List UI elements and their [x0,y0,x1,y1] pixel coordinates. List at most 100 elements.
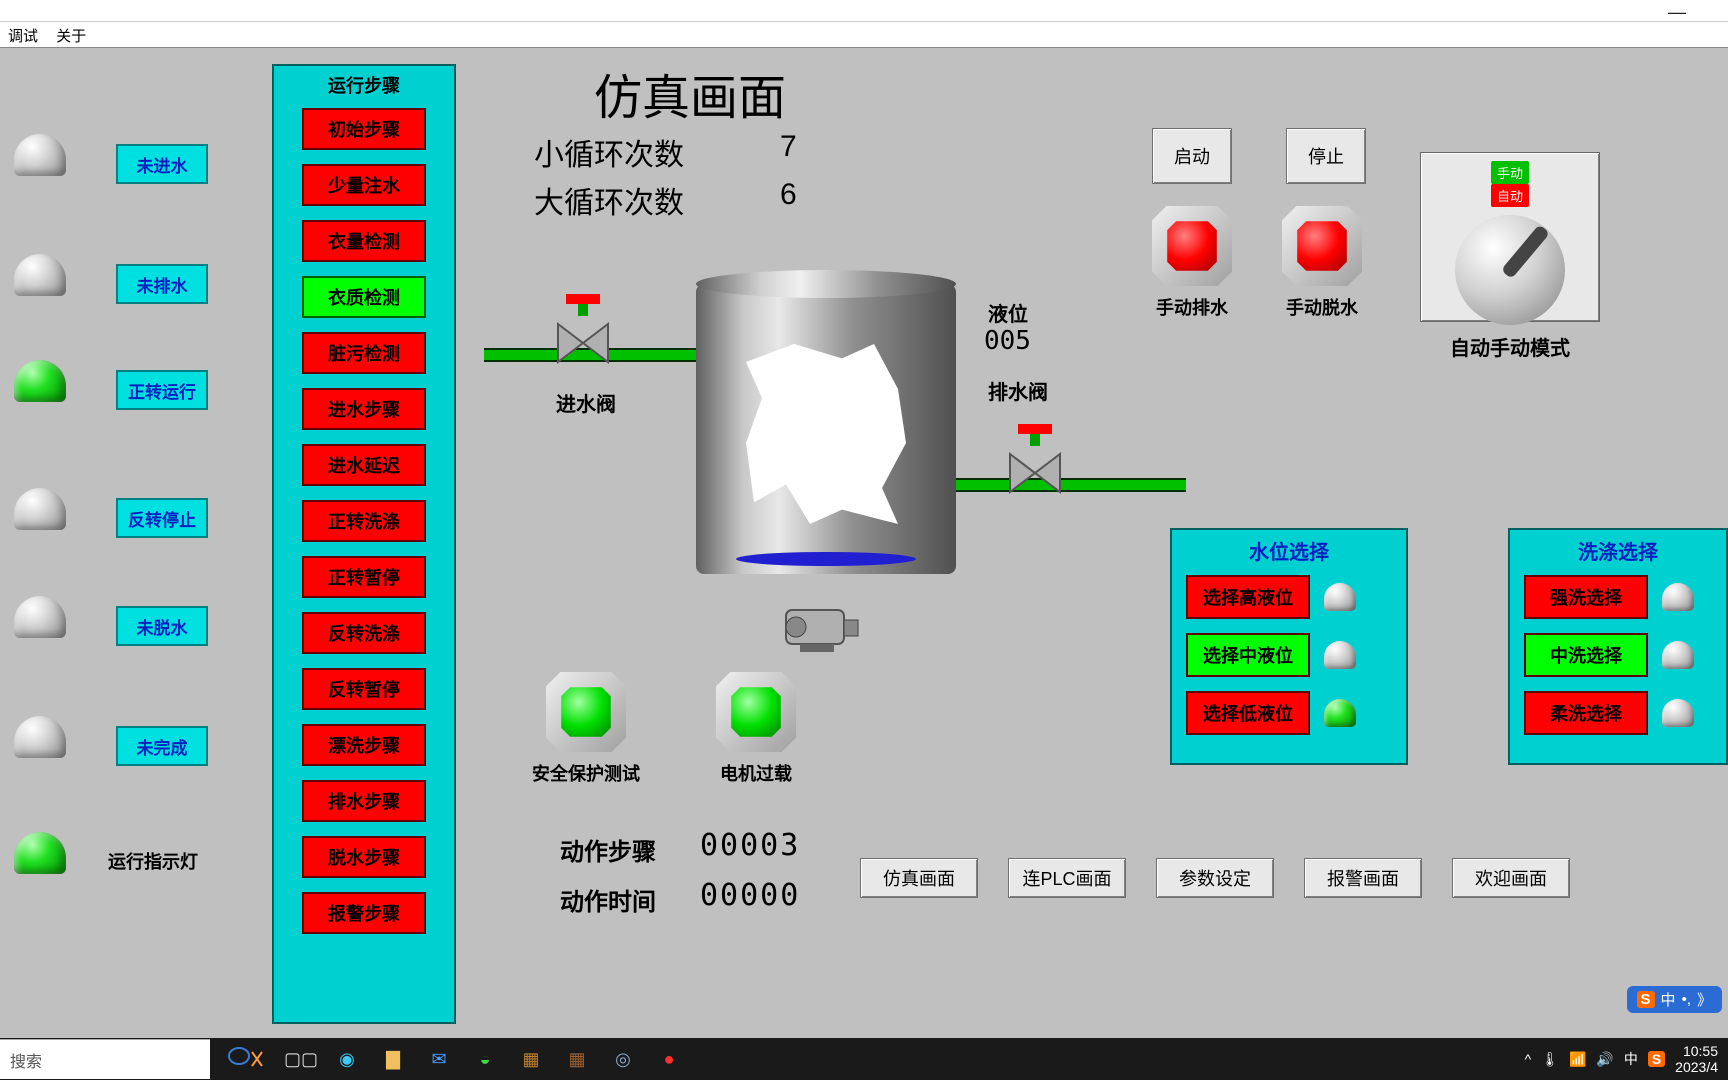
big-loop-value: 6 [780,178,797,212]
small-loop-label: 小循环次数 [534,130,684,174]
manual-spin-label: 手动脱水 [1262,294,1382,320]
titlebar: — [0,0,1728,22]
ime-indicator[interactable]: S中•,》 [1627,986,1722,1013]
nav-button-3[interactable]: 报警画面 [1304,858,1422,898]
level-select-lamp-1 [1324,641,1356,669]
taskview-icon[interactable]: ▢▢ [284,1042,318,1076]
cortana-icon[interactable] [222,1042,272,1076]
step-button-11[interactable]: 漂洗步骤 [302,724,426,766]
mail-icon[interactable]: ✉ [422,1042,456,1076]
level-select-lamp-0 [1324,583,1356,611]
tray-volume-icon[interactable]: 🔊 [1596,1051,1613,1068]
step-button-1[interactable]: 少量注水 [302,164,426,206]
step-button-2[interactable]: 衣量检测 [302,220,426,262]
taskbar-search[interactable]: 搜索 [0,1039,210,1079]
record-icon[interactable]: ● [652,1042,686,1076]
small-loop-value: 7 [780,130,797,164]
wechat-icon[interactable]: ◒ [468,1042,502,1076]
status-button-4[interactable]: 未脱水 [116,606,208,646]
wash-select-lamp-0 [1662,583,1694,611]
status-lamp-5 [14,716,74,764]
wash-select-lamp-1 [1662,641,1694,669]
step-button-13[interactable]: 脱水步骤 [302,836,426,878]
safety-test-button[interactable] [546,672,626,752]
stop-button[interactable]: 停止 [1286,128,1366,184]
outlet-valve-label: 排水阀 [988,376,1048,405]
motor-icon [776,596,866,656]
tray-temp-icon[interactable]: 🌡 [1541,1051,1559,1068]
wash-select-button-2[interactable]: 柔洗选择 [1524,691,1648,735]
wash-select-button-0[interactable]: 强洗选择 [1524,575,1648,619]
step-button-10[interactable]: 反转暂停 [302,668,426,710]
level-select-button-0[interactable]: 选择高液位 [1186,575,1310,619]
action-time-label: 动作时间 [560,882,656,917]
nav-button-0[interactable]: 仿真画面 [860,858,978,898]
step-button-12[interactable]: 排水步骤 [302,780,426,822]
steps-panel: 运行步骤 初始步骤少量注水衣量检测衣质检测脏污检测进水步骤进水延迟正转洗涤正转暂… [272,64,456,1024]
status-button-1[interactable]: 未排水 [116,264,208,304]
step-button-8[interactable]: 正转暂停 [302,556,426,598]
nav-button-2[interactable]: 参数设定 [1156,858,1274,898]
manual-drain-button[interactable] [1152,206,1232,286]
step-button-7[interactable]: 正转洗涤 [302,500,426,542]
tray-ime-icon[interactable]: 中 [1624,1049,1638,1069]
mode-panel-label: 自动手动模式 [1420,332,1600,361]
big-loop-label: 大循环次数 [534,178,684,222]
step-button-14[interactable]: 报警步骤 [302,892,426,934]
step-button-5[interactable]: 进水步骤 [302,388,426,430]
manual-spin-button[interactable] [1282,206,1362,286]
explorer-icon[interactable]: ▇ [376,1042,410,1076]
mode-knob-icon[interactable] [1455,215,1565,325]
step-button-0[interactable]: 初始步骤 [302,108,426,150]
taskbar-tray[interactable]: ^ 🌡 📶 🔊 中 S 10:55 2023/4 [1525,1043,1728,1075]
menu-about[interactable]: 关于 [56,28,86,45]
inlet-valve-icon[interactable] [548,294,618,374]
menubar: 调试 关于 [0,22,1728,48]
status-lamp-2 [14,360,74,408]
nav-button-4[interactable]: 欢迎画面 [1452,858,1570,898]
wash-select-title: 洗涤选择 [1524,536,1712,565]
tray-wifi-icon[interactable]: 📶 [1569,1051,1586,1068]
app3-icon[interactable]: ◎ [606,1042,640,1076]
edge-icon[interactable]: ◉ [330,1042,364,1076]
tray-time: 10:55 [1675,1043,1718,1059]
level-select-button-2[interactable]: 选择低液位 [1186,691,1310,735]
wash-select-panel: 洗涤选择 强洗选择中洗选择柔洗选择 [1508,528,1728,765]
action-step-value: 00003 [700,828,800,863]
motor-overload-label: 电机过载 [696,760,816,786]
status-button-0[interactable]: 未进水 [116,144,208,184]
hmi-canvas: 未进水未排水正转运行反转停止未脱水未完成 运行指示灯 运行步骤 初始步骤少量注水… [0,48,1728,1038]
motor-overload-button[interactable] [716,672,796,752]
status-lamp-0 [14,134,74,182]
inlet-valve-label: 进水阀 [556,388,616,417]
step-button-6[interactable]: 进水延迟 [302,444,426,486]
app1-icon[interactable]: ▦ [514,1042,548,1076]
step-button-9[interactable]: 反转洗涤 [302,612,426,654]
mode-panel[interactable]: 手动 自动 [1420,152,1600,322]
tray-chevron-icon[interactable]: ^ [1525,1051,1532,1067]
menu-debug[interactable]: 调试 [8,28,38,45]
status-button-2[interactable]: 正转运行 [116,370,208,410]
status-button-5[interactable]: 未完成 [116,726,208,766]
safety-test-label: 安全保护测试 [526,760,646,786]
window-controls[interactable]: — [1668,2,1708,23]
tray-sogou-icon[interactable]: S [1648,1051,1665,1067]
nav-button-1[interactable]: 连PLC画面 [1008,858,1126,898]
taskbar: 搜索 ▢▢ ◉ ▇ ✉ ◒ ▦ ▦ ◎ ● ^ 🌡 📶 🔊 中 S 10:55 … [0,1038,1728,1080]
start-button[interactable]: 启动 [1152,128,1232,184]
wash-select-button-1[interactable]: 中洗选择 [1524,633,1648,677]
mode-auto-tag: 自动 [1491,184,1529,207]
status-lamp-1 [14,254,74,302]
step-button-4[interactable]: 脏污检测 [302,332,426,374]
step-button-3[interactable]: 衣质检测 [302,276,426,318]
level-select-title: 水位选择 [1186,536,1392,565]
status-lamp-3 [14,488,74,536]
tank-graphic [696,284,956,574]
status-button-3[interactable]: 反转停止 [116,498,208,538]
action-time-value: 00000 [700,878,800,913]
mode-manual-tag: 手动 [1491,161,1529,184]
outlet-valve-icon[interactable] [1000,424,1070,504]
level-select-button-1[interactable]: 选择中液位 [1186,633,1310,677]
level-select-panel: 水位选择 选择高液位选择中液位选择低液位 [1170,528,1408,765]
app2-icon[interactable]: ▦ [560,1042,594,1076]
